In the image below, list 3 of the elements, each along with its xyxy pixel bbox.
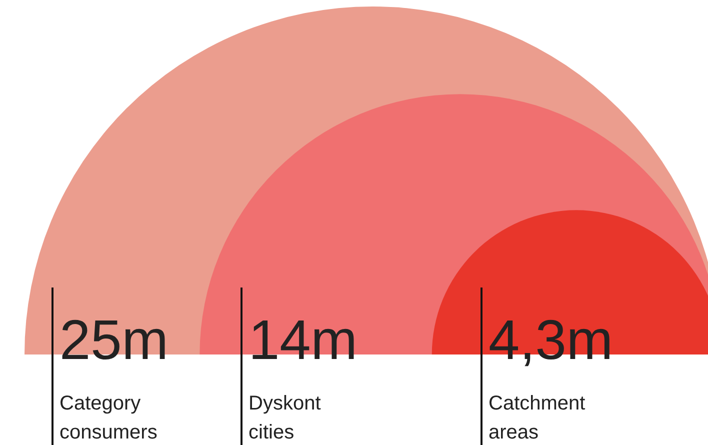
- category-label: Category consumers: [60, 392, 158, 444]
- category-label: Catchment areas: [488, 392, 586, 444]
- category-label: Dyskont cities: [248, 392, 322, 444]
